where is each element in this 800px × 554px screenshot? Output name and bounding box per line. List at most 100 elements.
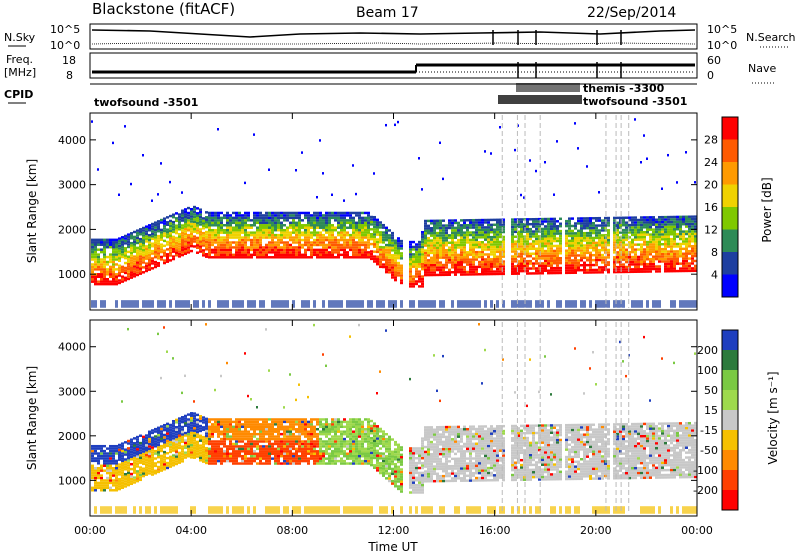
power-cell: [421, 280, 424, 283]
power-cell: [193, 210, 196, 214]
power-cell: [604, 216, 607, 220]
velocity-cell: [268, 428, 271, 431]
velocity-cell: [109, 476, 112, 480]
velocity-cell: [157, 429, 160, 432]
power-cell: [628, 216, 631, 219]
power-cell: [289, 243, 292, 247]
power-cell: [103, 282, 106, 286]
power-sparse-cell: [517, 124, 519, 127]
velocity-cell: [247, 459, 250, 463]
power-cell: [340, 238, 343, 242]
power-sparse-cell: [661, 187, 663, 190]
nsky-panel: [89, 23, 698, 50]
power-cell: [307, 248, 310, 252]
power-cell: [250, 238, 253, 242]
power-cell: [127, 238, 130, 241]
velocity-cell: [226, 420, 229, 424]
power-cell: [292, 219, 295, 222]
power-cell: [373, 245, 376, 248]
power-ground-cell: [91, 300, 94, 308]
power-cell: [337, 233, 340, 237]
power-cell: [457, 265, 460, 269]
power-cell: [469, 251, 472, 254]
velocity-cell: [142, 440, 145, 443]
power-cell: [181, 226, 184, 230]
power-cell: [691, 222, 694, 226]
power-cell: [358, 231, 361, 234]
power-cell: [244, 243, 247, 247]
power-cell: [307, 219, 310, 222]
velocity-cell: [163, 450, 166, 454]
power-cell: [352, 211, 355, 215]
velocity-cell: [268, 462, 271, 465]
power-cell: [577, 217, 580, 220]
cpid-label: CPID: [4, 88, 33, 101]
power-cell: [118, 271, 121, 275]
velocity-sparse-cell: [256, 406, 258, 409]
power-cell: [232, 246, 235, 249]
velocity-cell: [148, 455, 151, 458]
velocity-cell: [142, 474, 145, 478]
power-cell: [517, 269, 520, 273]
velocity-ground-cell: [283, 506, 286, 514]
power-cell: [511, 257, 514, 261]
power-cell: [448, 271, 451, 274]
power-cell: [412, 277, 415, 281]
power-cell: [670, 267, 673, 270]
power-cell: [367, 238, 370, 242]
velocity-cell: [256, 420, 259, 424]
power-cell: [532, 230, 535, 233]
velocity-cell: [139, 461, 142, 464]
power-cell: [319, 216, 322, 220]
velocity-cell: [100, 454, 103, 458]
power-cell: [217, 251, 220, 254]
power-cell: [496, 262, 499, 266]
velocity-cell: [181, 440, 184, 443]
velocity-cell: [163, 443, 166, 446]
power-cell: [487, 231, 490, 234]
velocity-cell: [196, 421, 199, 424]
power-cell: [286, 256, 289, 259]
velocity-cell: [202, 460, 205, 463]
power-cell: [280, 241, 283, 244]
power-cell: [457, 261, 460, 264]
power-cell: [340, 224, 343, 227]
power-cell: [331, 256, 334, 259]
velocity-cell: [181, 452, 184, 456]
power-cell: [145, 227, 148, 231]
power-ground-cell: [637, 300, 640, 308]
velocity-cell: [262, 437, 265, 441]
velocity-cell: [232, 435, 235, 438]
power-cell: [328, 211, 331, 215]
velocity-cell: [190, 439, 193, 442]
velocity-cell: [226, 454, 229, 458]
power-cell: [148, 251, 151, 254]
power-ground-cell: [490, 300, 493, 308]
power-cell: [466, 263, 469, 266]
power-ground-cell: [673, 300, 676, 308]
power-cell: [688, 232, 691, 236]
power-cell: [580, 268, 583, 272]
velocity-cell: [178, 451, 181, 455]
velocity-cell: [103, 484, 106, 487]
power-cell: [454, 219, 457, 222]
power-cell: [175, 241, 178, 245]
power-cell: [331, 236, 334, 239]
velocity-cell: [94, 452, 97, 455]
velocity-cell: [199, 414, 202, 418]
velocity-cell: [190, 426, 193, 430]
power-cell: [625, 250, 628, 254]
power-cell: [133, 262, 136, 266]
power-cell: [112, 241, 115, 244]
power-cell: [211, 211, 214, 215]
velocity-cell: [250, 432, 253, 436]
power-sparse-cell: [331, 193, 333, 197]
power-cell: [181, 219, 184, 222]
power-cell: [226, 256, 229, 259]
power-cell: [574, 266, 577, 270]
power-cell: [274, 241, 277, 244]
power-cell: [397, 237, 400, 240]
power-cell: [538, 220, 541, 223]
power-cell: [301, 224, 304, 227]
power-cell: [634, 216, 637, 219]
